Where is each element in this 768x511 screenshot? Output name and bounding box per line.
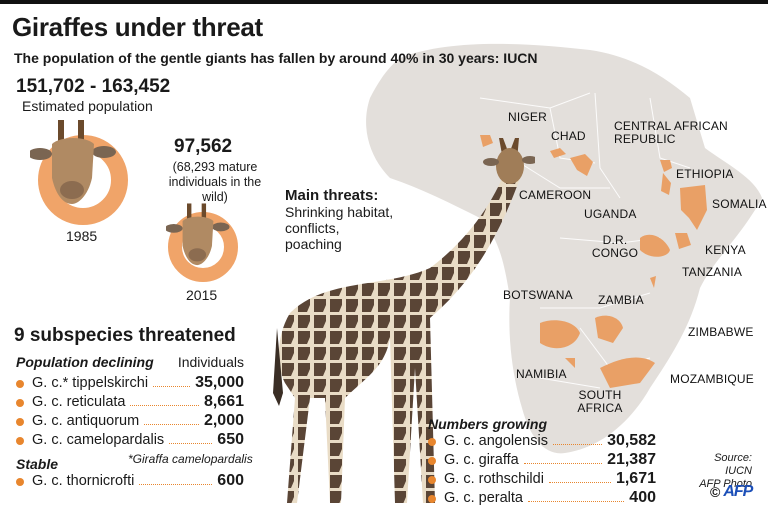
label-ethiopia: ETHIOPIA xyxy=(676,167,734,181)
main-threats: Main threats: Shrinking habitat, conflic… xyxy=(285,187,393,252)
list-item: G. c. thornicrofti 600 xyxy=(16,472,244,491)
threats-heading: Main threats: xyxy=(285,187,379,204)
threat-habitat: Shrinking habitat, xyxy=(285,204,394,220)
list-item: G. c. antiquorum 2,000 xyxy=(16,412,244,431)
list-item: G. c.* tippelskirchi 35,000 xyxy=(16,374,244,393)
growing-list: Numbers growing G. c. angolensis 30,582 G… xyxy=(428,416,656,508)
list-item: G. c. rothschildi 1,671 xyxy=(428,470,656,489)
giraffe-head-2015-icon xyxy=(166,203,230,266)
label-botswana: BOTSWANA xyxy=(503,288,573,302)
label-south-africa: SOUTH AFRICA xyxy=(577,388,623,415)
list-item: G. c. angolensis 30,582 xyxy=(428,432,656,451)
bullet-icon xyxy=(428,437,436,446)
label-central-african-republic: CENTRAL AFRICAN REPUBLIC xyxy=(614,119,728,146)
bullet-icon xyxy=(428,456,436,465)
individuals-heading: Individuals xyxy=(177,354,244,370)
giraffe-head-1985-icon xyxy=(30,120,116,204)
label-namibia: NAMIBIA xyxy=(516,367,567,381)
year-1985: 1985 xyxy=(66,228,98,244)
afp-credit: © AFP xyxy=(710,483,753,501)
giraffe-photo xyxy=(273,138,535,503)
population-1985-range: 151,702 - 163,452 xyxy=(16,76,171,97)
bullet-icon xyxy=(16,379,24,388)
threat-poaching: poaching xyxy=(285,236,342,252)
population-2015-value: 97,562 xyxy=(174,136,233,157)
bullet-icon xyxy=(16,417,24,426)
source-credit: Source: IUCN AFP Photo xyxy=(699,452,752,490)
population-1985-label: Estimated population xyxy=(22,98,153,114)
africa-map xyxy=(366,43,762,454)
label-cameroon: CAMEROON xyxy=(519,188,592,202)
bullet-icon xyxy=(16,398,24,407)
declining-heading: Population declining xyxy=(16,354,154,370)
label-chad: CHAD xyxy=(551,129,586,143)
label-kenya: KENYA xyxy=(705,243,746,257)
label-zimbabwe: ZIMBABWE xyxy=(688,325,754,339)
stable-list: Stable G. c. thornicrofti 600 xyxy=(16,456,244,491)
copyright-icon: © xyxy=(710,484,721,500)
stable-heading: Stable xyxy=(16,456,59,472)
page-subtitle: The population of the gentle giants has … xyxy=(14,50,538,66)
bullet-icon xyxy=(16,477,24,486)
bullet-icon xyxy=(428,494,436,503)
year-2015: 2015 xyxy=(186,287,218,303)
page-title: Giraffes under threat xyxy=(12,12,263,42)
bullet-icon xyxy=(16,436,24,445)
declining-list: Population declining Individuals G. c.* … xyxy=(16,354,244,450)
label-dr-congo: D.R. CONGO xyxy=(591,233,639,260)
label-somalia: SOMALIA xyxy=(712,197,767,211)
top-rule xyxy=(0,0,768,4)
list-item: G. c. giraffa 21,387 xyxy=(428,451,656,470)
label-niger: NIGER xyxy=(508,110,548,124)
afp-logo: AFP xyxy=(723,483,753,500)
label-mozambique: MOZAMBIQUE xyxy=(670,372,755,386)
growing-heading: Numbers growing xyxy=(428,416,548,432)
subspecies-title: 9 subspecies threatened xyxy=(14,325,236,346)
footnote: *Giraffa camelopardalis xyxy=(128,452,253,466)
threat-conflicts: conflicts, xyxy=(285,220,340,236)
label-uganda: UGANDA xyxy=(584,207,637,221)
list-item: G. c. peralta 400 xyxy=(428,489,656,508)
label-tanzania: TANZANIA xyxy=(682,265,743,279)
list-item: G. c. reticulata 8,661 xyxy=(16,393,244,412)
bullet-icon xyxy=(428,475,436,484)
population-2015-note: (68,293 mature individuals in the wild) xyxy=(168,160,262,204)
list-item: G. c. camelopardalis 650 xyxy=(16,431,244,450)
label-zambia: ZAMBIA xyxy=(598,293,644,307)
